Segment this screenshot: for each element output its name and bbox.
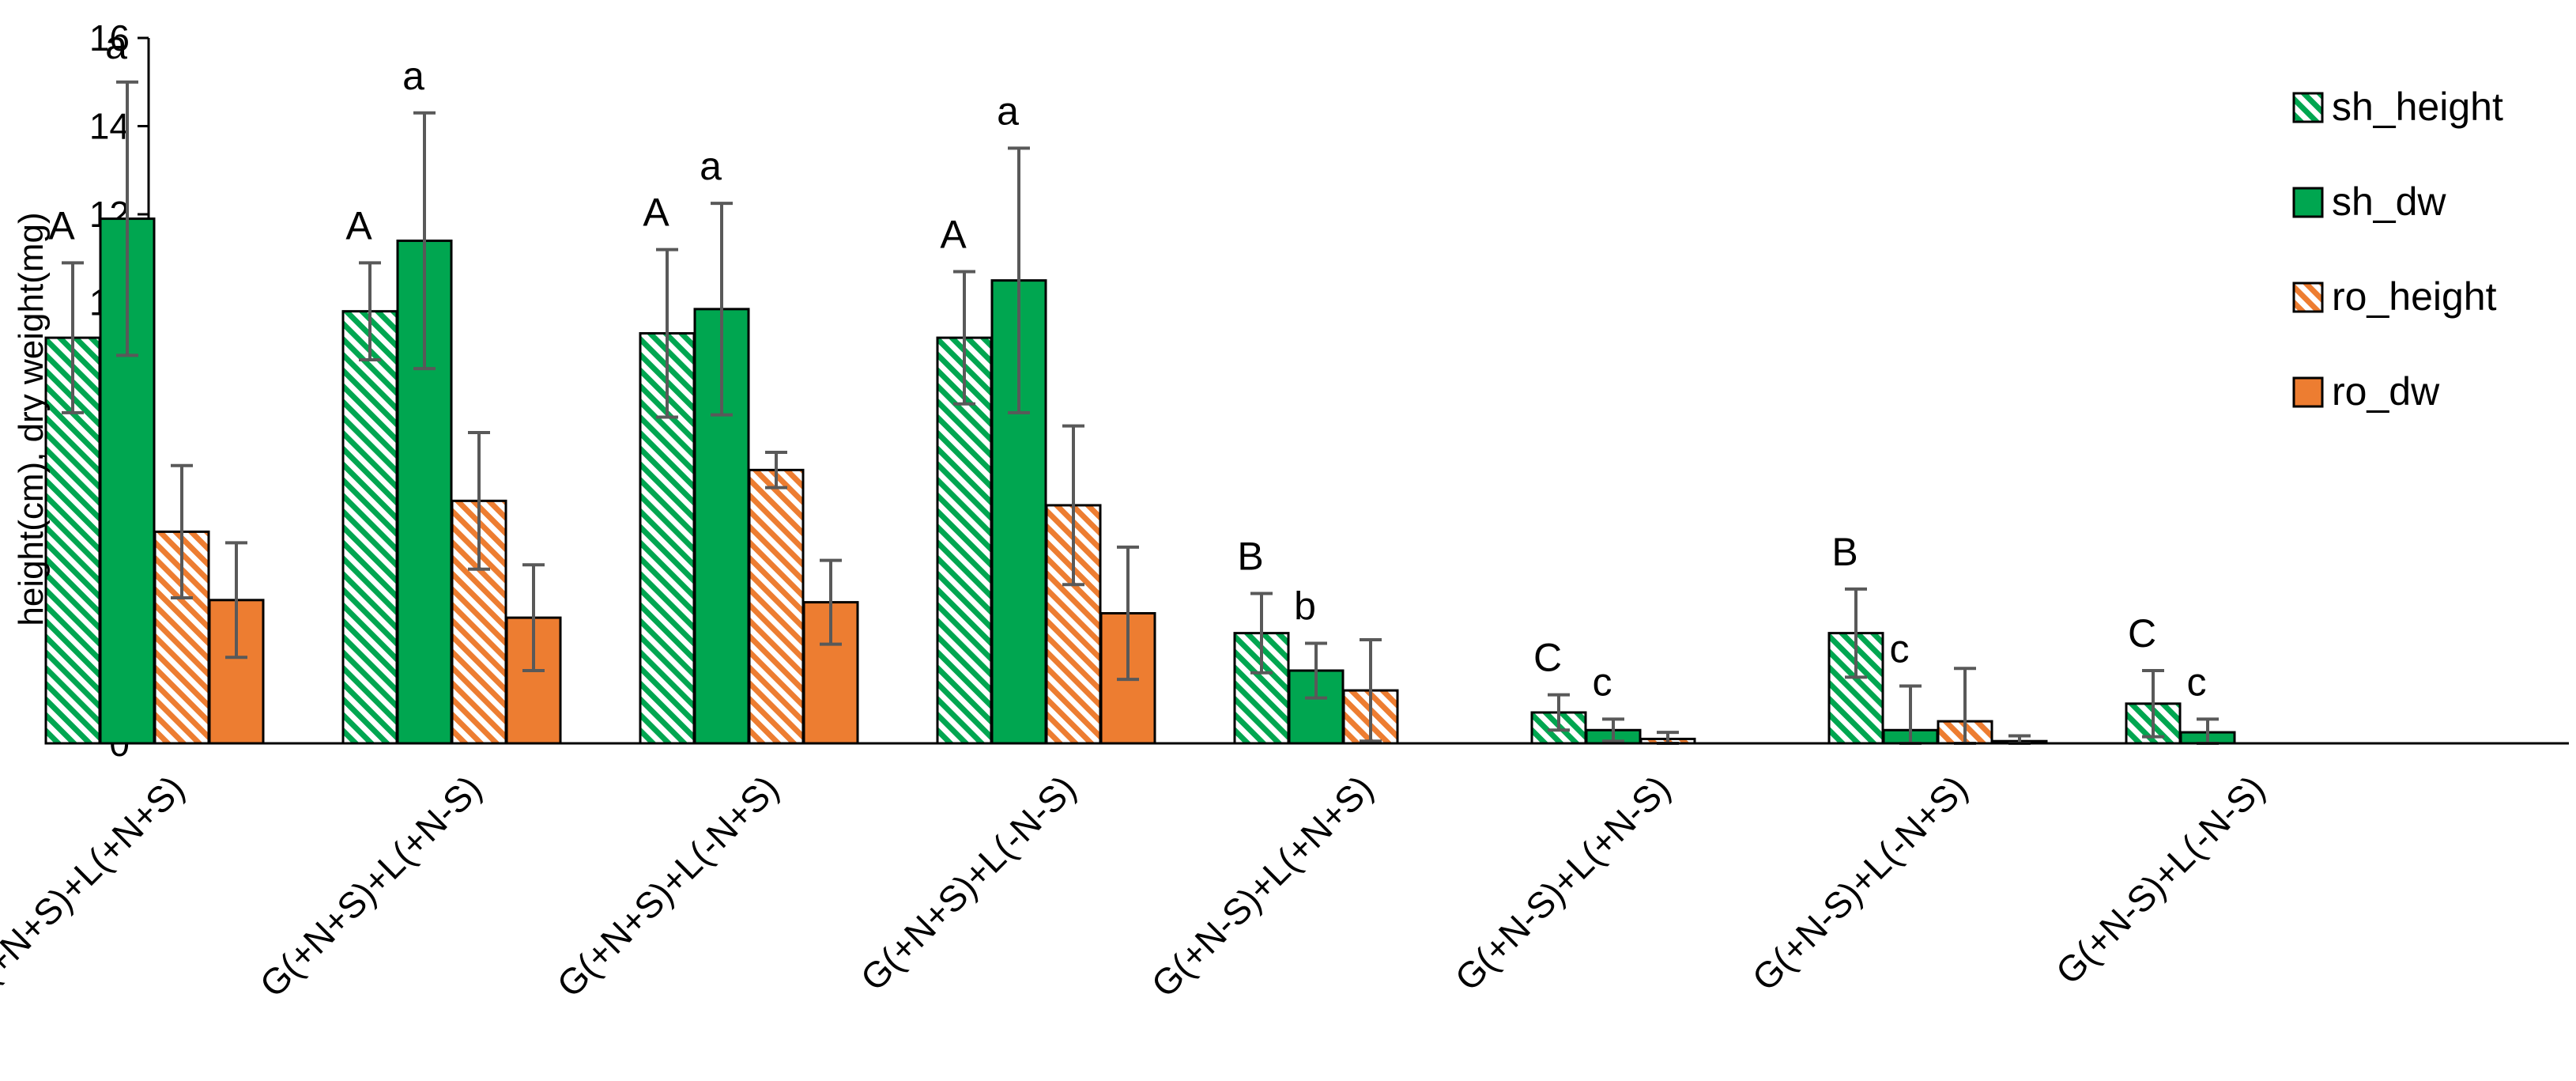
legend: sh_height sh_dw ro_height ro_dw bbox=[2292, 85, 2503, 414]
category-label: G(+N-S)+L(-N-S) bbox=[2048, 767, 2272, 992]
y-tick-label: 16 bbox=[89, 17, 130, 59]
significance-letter: a bbox=[700, 144, 722, 188]
category-label: G(+N-S)+L(+N-S) bbox=[1447, 767, 1679, 999]
significance-letter: c bbox=[1593, 660, 1612, 704]
significance-letter: c bbox=[2187, 660, 2207, 704]
legend-label-ro_dw: ro_dw bbox=[2332, 369, 2440, 414]
significance-letter: c bbox=[1890, 627, 1910, 671]
legend-label-ro_height: ro_height bbox=[2332, 274, 2497, 319]
legend-label-sh_height: sh_height bbox=[2332, 85, 2503, 129]
bar-ro_height bbox=[748, 468, 805, 745]
significance-letter: A bbox=[643, 191, 669, 235]
category-label: G(+N+S)+L(+N-S) bbox=[251, 767, 489, 1005]
x-axis: G(+N+S)+L(+N+S) G(+N+S)+L(+N-S) G(+N+S)+L(… bbox=[0, 742, 2569, 1011]
y-axis-title: height(cm), dry weight(mg) bbox=[12, 212, 51, 626]
category-label: G(+N+S)+L(-N+S) bbox=[549, 767, 786, 1005]
category-label: G(+N+S)+L(+N+S) bbox=[0, 767, 192, 1011]
category-label: G(+N+S)+L(-N-S) bbox=[853, 767, 1084, 999]
bars: A A A A B C B Ca a a a b c c c bbox=[44, 23, 2236, 745]
significance-letter: a bbox=[997, 89, 1019, 133]
bar-sh_height bbox=[341, 310, 398, 745]
legend-swatch-sh_height bbox=[2292, 92, 2324, 123]
legend-swatch-sh_dw bbox=[2292, 187, 2324, 218]
significance-letter: a bbox=[402, 54, 424, 98]
legend-label-sh_dw: sh_dw bbox=[2332, 180, 2446, 224]
significance-letter: B bbox=[1237, 534, 1263, 578]
significance-letter: A bbox=[940, 212, 967, 256]
legend-swatch-ro_dw bbox=[2292, 376, 2324, 408]
bar-sh_dw bbox=[99, 217, 156, 745]
category-label: G(+N-S)+L(-N+S) bbox=[1744, 767, 1976, 999]
category-label: G(+N-S)+L(+N+S) bbox=[1143, 767, 1381, 1005]
significance-letter: a bbox=[105, 23, 127, 67]
significance-letter: B bbox=[1831, 530, 1858, 574]
y-tick-label: 14 bbox=[89, 106, 130, 147]
significance-letter: A bbox=[345, 203, 372, 248]
significance-letter: b bbox=[1294, 584, 1316, 628]
significance-letter: C bbox=[2128, 611, 2156, 656]
legend-swatch-ro_height bbox=[2292, 282, 2324, 313]
significance-letter: C bbox=[1533, 636, 1562, 680]
significance-letter: A bbox=[48, 203, 75, 248]
